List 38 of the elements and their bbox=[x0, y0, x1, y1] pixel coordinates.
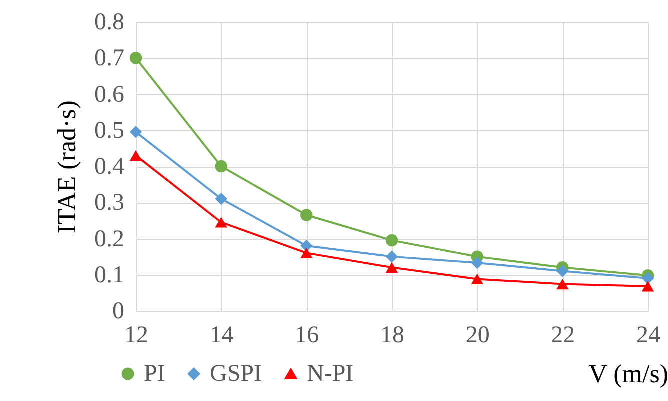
point bbox=[386, 250, 398, 263]
legend-label: PI bbox=[144, 361, 166, 387]
point bbox=[642, 281, 654, 292]
legend-label: N-PI bbox=[307, 361, 354, 387]
point bbox=[215, 192, 228, 206]
y-tick-label: 0.1 bbox=[94, 262, 124, 288]
point bbox=[215, 160, 228, 173]
x-axis-title: V (m/s) bbox=[588, 360, 668, 388]
y-tick-label: 0.3 bbox=[94, 190, 124, 216]
y-axis-title: ITAE (rad·s) bbox=[52, 100, 82, 234]
x-tick-label: 20 bbox=[466, 322, 490, 348]
x-tick-label: 16 bbox=[295, 322, 320, 348]
legend-label: GSPI bbox=[210, 361, 262, 387]
point bbox=[471, 274, 484, 285]
point bbox=[386, 262, 398, 273]
point bbox=[642, 272, 654, 285]
x-tick-label: 18 bbox=[380, 322, 404, 348]
y-tick-label: 0.2 bbox=[94, 226, 124, 252]
point bbox=[130, 52, 142, 64]
point bbox=[130, 126, 142, 138]
point bbox=[300, 248, 313, 259]
x-tick-label: 14 bbox=[210, 322, 234, 348]
point bbox=[130, 150, 142, 161]
x-tick-label: 12 bbox=[124, 322, 148, 348]
y-tick-label: 0.8 bbox=[94, 10, 124, 36]
y-tick-label: 0.6 bbox=[94, 82, 124, 108]
x-tick-label: 24 bbox=[636, 322, 660, 348]
y-tick-label: 0.5 bbox=[94, 118, 124, 144]
point bbox=[215, 217, 228, 228]
point bbox=[556, 265, 569, 278]
y-tick-label: 0.4 bbox=[94, 154, 124, 180]
y-tick-label: 0 bbox=[112, 298, 124, 324]
y-tick-label: 0.7 bbox=[94, 46, 124, 72]
point bbox=[300, 209, 313, 222]
point bbox=[556, 278, 569, 290]
point bbox=[471, 256, 484, 270]
x-tick-label: 22 bbox=[551, 322, 576, 348]
point bbox=[386, 234, 398, 247]
